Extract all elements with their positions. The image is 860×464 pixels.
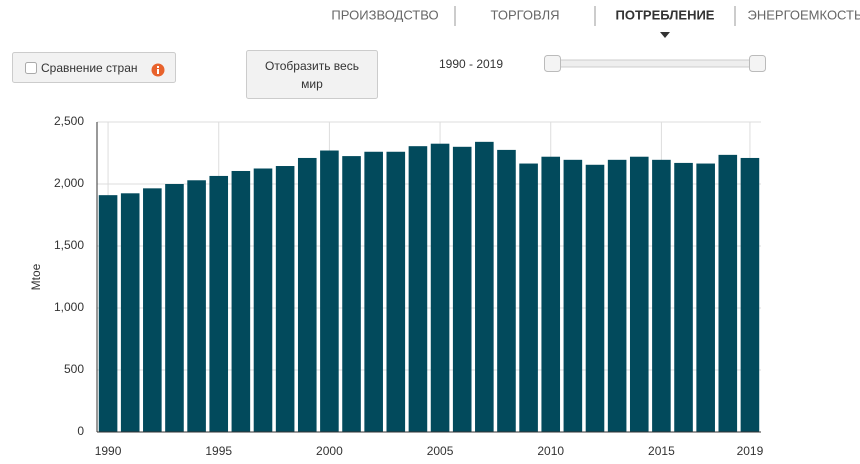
tab[interactable]: ПОТРЕБЛЕНИЕ (616, 7, 715, 22)
checkbox[interactable] (25, 62, 37, 74)
bar (541, 156, 561, 432)
info-icon-stem (157, 69, 159, 74)
bar (607, 159, 627, 432)
tabs: ПРОИЗВОДСТВО ТОРГОВЛЯ ПОТРЕБЛЕНИЕ ЭНЕРГОЕМК… (331, 7, 860, 38)
bar (386, 151, 406, 432)
world-button[interactable] (246, 50, 378, 99)
tab[interactable]: ПРОИЗВОДСТВО (331, 7, 438, 22)
bar (364, 151, 383, 432)
bar (585, 164, 605, 432)
bar (275, 166, 295, 432)
bar (629, 156, 649, 432)
plot: 0 500 1,000 1,500 2,000 2,500 1990 1995 2000 2005… (54, 114, 764, 458)
bar (452, 146, 472, 433)
x-tick-label: 2005 (427, 444, 454, 458)
bar (475, 141, 494, 432)
bar (408, 146, 428, 432)
bar (120, 193, 140, 432)
x-tick-label: 1995 (205, 444, 232, 458)
bar (430, 143, 450, 432)
bar (320, 150, 339, 432)
bar (519, 163, 538, 433)
bar (652, 159, 671, 432)
y-tick-label: 1,500 (54, 238, 84, 252)
x-tick-label: 2019 (737, 444, 764, 458)
x-tick-label: 2010 (537, 444, 564, 458)
slider-handle[interactable] (544, 55, 561, 72)
bar (718, 154, 738, 433)
bar (497, 149, 516, 432)
y-tick-label: 1,000 (54, 300, 84, 314)
compare-button[interactable] (12, 52, 176, 83)
x-tick-label: 2015 (648, 444, 675, 458)
y-tick-label: 0 (77, 424, 84, 438)
bar (740, 157, 760, 432)
info-icon-dot (157, 66, 159, 68)
bar (98, 195, 118, 432)
tab[interactable]: ЭНЕРГОЕМКОСТЬ (748, 7, 860, 22)
bar (209, 175, 229, 432)
y-tick-label: 2,500 (54, 114, 84, 128)
bar (165, 184, 184, 432)
bar (674, 162, 693, 433)
x-tick-label: 2000 (316, 444, 343, 458)
y-tick-label: 500 (64, 362, 84, 376)
slider-track (547, 59, 759, 68)
world-button-label: Отобразить весь мир (265, 59, 359, 91)
bar (187, 180, 206, 432)
compare-label: Сравнение стран (41, 61, 138, 75)
bar (563, 159, 583, 432)
y-axis-label: Mtoe (29, 263, 43, 290)
bar (143, 188, 162, 432)
bar (297, 157, 317, 432)
tab[interactable]: ТОРГОВЛЯ (490, 7, 559, 22)
slider-handle[interactable] (749, 55, 766, 72)
range-label: 1990 - 2019 (439, 57, 503, 71)
bar (253, 168, 273, 432)
bar (696, 163, 715, 433)
y-tick-label: 2,000 (54, 176, 84, 190)
x-tick-label: 1990 (95, 444, 122, 458)
active-tab-indicator (660, 32, 670, 38)
bar (342, 156, 361, 432)
bar (231, 170, 251, 433)
